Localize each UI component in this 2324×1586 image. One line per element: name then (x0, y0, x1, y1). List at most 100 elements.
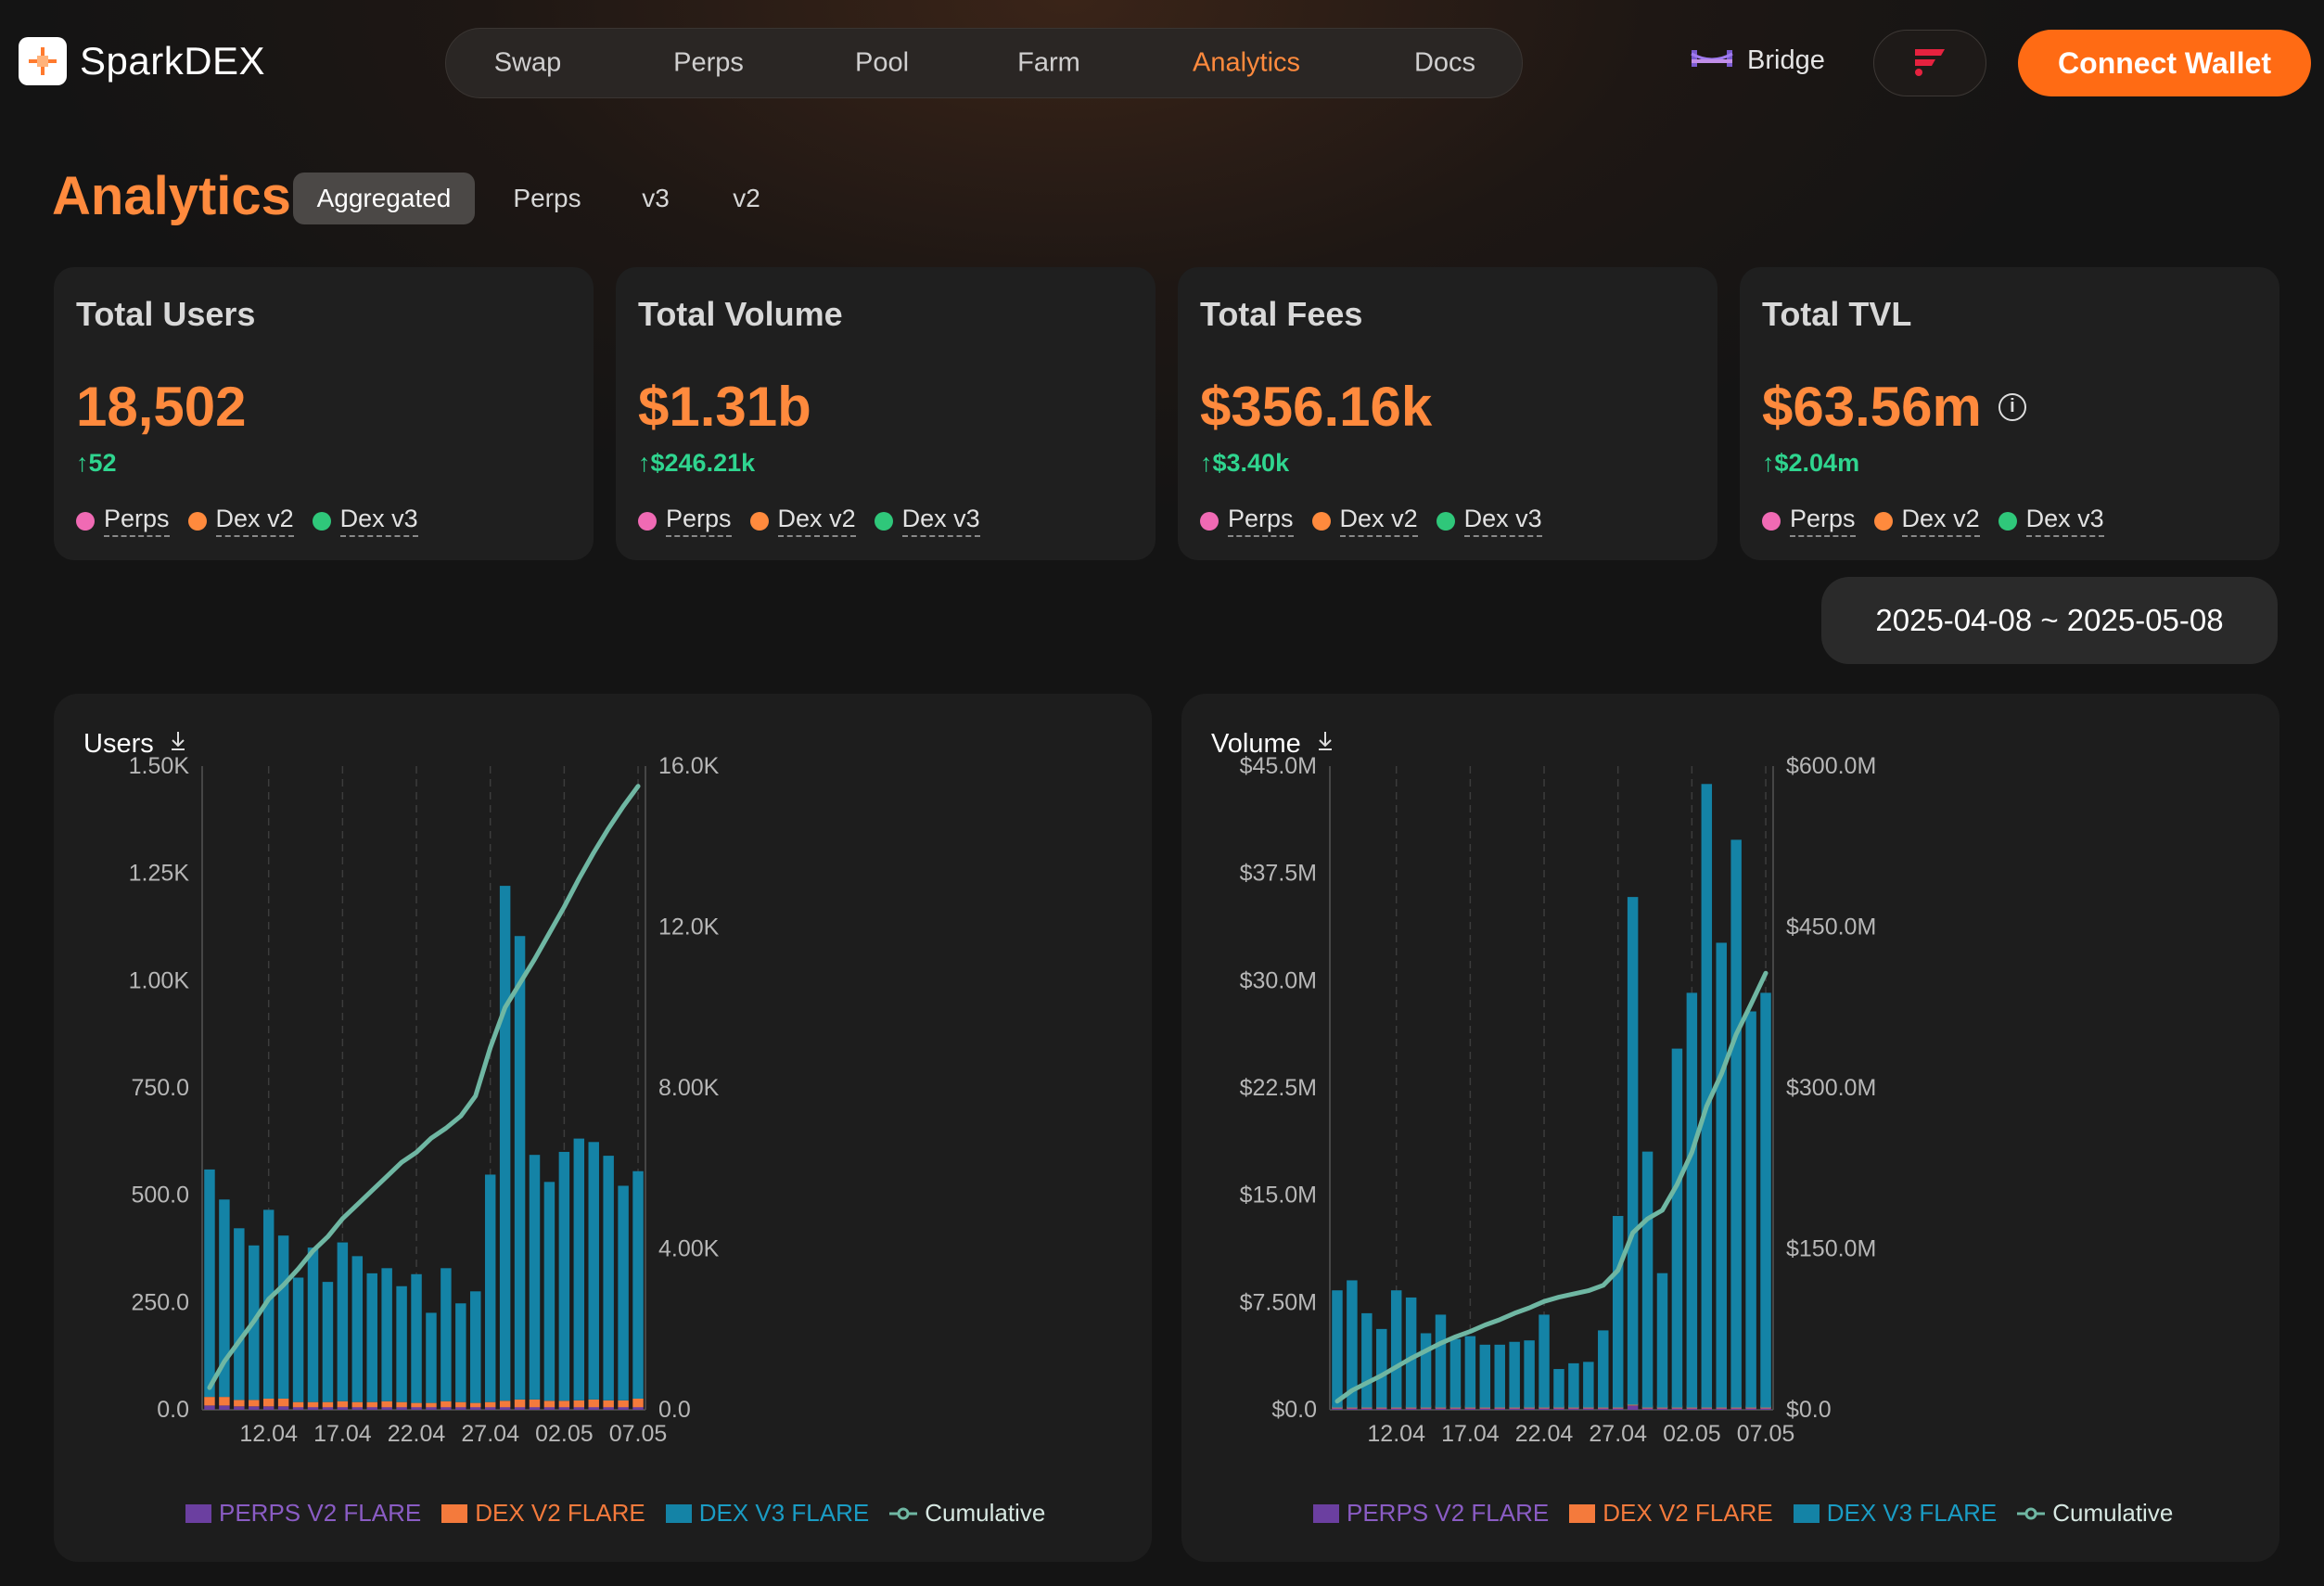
bar-perps-v2-flare (1598, 1407, 1609, 1410)
bar-dex-v3-flare (1449, 1338, 1462, 1408)
bar-dex-v3-flare (381, 1268, 392, 1401)
legend-dex-v2-flare[interactable]: DEX V2 FLARE (441, 1499, 645, 1528)
bar-dex-v3-flare (1716, 942, 1727, 1408)
tab-v2[interactable]: v2 (733, 184, 760, 212)
legend-dex-v3[interactable]: Dex v3 (901, 505, 980, 537)
legend-cumulative[interactable]: Cumulative (889, 1499, 1045, 1528)
tab-perps[interactable]: Perps (513, 184, 581, 212)
bar-dex-v3-flare (1598, 1330, 1609, 1408)
network-button[interactable] (1873, 30, 1986, 96)
legend-perps-v2-flare[interactable]: PERPS V2 FLARE (1313, 1499, 1549, 1528)
bar-dex-v3-flare (234, 1228, 245, 1401)
nav-perps[interactable]: Perps (673, 47, 744, 78)
bar-dex-v3-flare (262, 1209, 275, 1399)
bar-perps-v2-flare (1612, 1407, 1624, 1410)
dex-v3-dot-icon (312, 511, 331, 531)
download-icon[interactable] (1316, 729, 1334, 760)
y-right-tick-label: 0.0 (658, 1397, 691, 1423)
logo[interactable]: SparkDEX (19, 37, 265, 85)
bar-dex-v3-flare (1671, 1048, 1683, 1408)
legend-dex-v3-flare[interactable]: DEX V3 FLARE (1793, 1499, 1997, 1528)
y-left-tick-label: 1.25K (129, 861, 190, 887)
logo-text: SparkDEX (80, 39, 266, 83)
legend-dex-v2[interactable]: Dex v2 (777, 505, 856, 537)
y-right-tick-label: 16.0K (658, 753, 720, 779)
bar-dex-v3-flare (1568, 1362, 1579, 1408)
bar-dex-v3-flare (618, 1185, 629, 1401)
bar-dex-v2-flare (322, 1401, 334, 1408)
bar-perps-v2-flare (381, 1407, 392, 1410)
card-value: $63.56m i (1762, 375, 2026, 439)
bar-perps-v2-flare (411, 1407, 422, 1410)
bar-dex-v2-flare (307, 1401, 319, 1408)
bridge-link[interactable]: Bridge (1690, 45, 1825, 76)
connect-wallet-button[interactable]: Connect Wallet (2018, 30, 2311, 96)
nav-swap[interactable]: Swap (493, 47, 562, 78)
legend-perps[interactable]: Perps (104, 505, 170, 537)
nav-pool[interactable]: Pool (854, 47, 910, 78)
legend-perps[interactable]: Perps (1790, 505, 1856, 537)
bar-perps-v2-flare (1376, 1407, 1387, 1410)
users-chart-panel: Users 0.0 250.0 500.0 750.0 1.00K 1.25K 1.50K 0… (54, 694, 1152, 1562)
legend-dex-v3[interactable]: Dex v3 (2025, 505, 2104, 537)
legend-perps[interactable]: Perps (666, 505, 732, 537)
bridge-icon (1690, 45, 1734, 76)
bridge-label: Bridge (1747, 45, 1825, 75)
bar-dex-v3-flare (558, 1151, 570, 1401)
y-left-tick-label: 1.00K (129, 967, 190, 993)
chart-legend: PERPS V2 FLARE DEX V2 FLARE DEX V3 FLARE… (185, 1499, 1045, 1528)
bar-dex-v2-flare (499, 1401, 511, 1408)
legend-dex-v3-flare[interactable]: DEX V3 FLARE (665, 1499, 869, 1528)
bar-perps-v2-flare (1479, 1407, 1491, 1410)
tab-aggregated[interactable]: Aggregated (293, 173, 475, 224)
legend-perps[interactable]: Perps (1228, 505, 1294, 537)
card-legend: Perps Dex v2 Dex v3 (638, 505, 990, 537)
bar-perps-v2-flare (588, 1407, 599, 1410)
bar-dex-v2-flare (219, 1397, 230, 1406)
y-left-tick-label: $0.0 (1271, 1397, 1317, 1423)
bar-perps-v2-flare (543, 1407, 555, 1410)
card-title: Total Users (76, 295, 256, 333)
legend-dex-v2-flare[interactable]: DEX V2 FLARE (1569, 1499, 1773, 1528)
date-range-picker[interactable]: 2025-04-08 ~ 2025-05-08 (1821, 577, 2278, 664)
bar-dex-v3-flare (455, 1303, 466, 1402)
bar-dex-v2-flare (588, 1399, 599, 1408)
nav-farm[interactable]: Farm (1017, 47, 1080, 78)
bar-perps-v2-flare (1568, 1407, 1579, 1410)
bar-dex-v3-flare (1612, 1216, 1624, 1408)
bar-perps-v2-flare (1361, 1407, 1373, 1410)
bar-perps-v2-flare (618, 1407, 629, 1410)
tab-v3[interactable]: v3 (642, 184, 670, 212)
bar-dex-v3-flare (396, 1285, 407, 1402)
bar-dex-v3-flare (1420, 1333, 1432, 1408)
bar-dex-v2-flare (543, 1401, 555, 1408)
nav-docs[interactable]: Docs (1413, 47, 1476, 78)
nav-analytics[interactable]: Analytics (1192, 47, 1301, 78)
y-right-tick-label: 4.00K (658, 1236, 720, 1262)
bar-dex-v3-flare (219, 1199, 230, 1398)
bar-dex-v3-flare (1361, 1312, 1373, 1408)
legend-perps-v2-flare[interactable]: PERPS V2 FLARE (185, 1499, 421, 1528)
bar-dex-v2-flare (249, 1400, 260, 1407)
bar-perps-v2-flare (249, 1406, 260, 1410)
info-icon[interactable]: i (1998, 392, 2026, 421)
perps-dot-icon (1200, 511, 1219, 531)
legend-dex-v2[interactable]: Dex v2 (215, 505, 294, 537)
legend-cumulative[interactable]: Cumulative (2017, 1499, 2173, 1528)
legend-dex-v3[interactable]: Dex v3 (1463, 505, 1542, 537)
bar-dex-v3-flare (1435, 1314, 1447, 1408)
bar-perps-v2-flare (441, 1407, 452, 1410)
legend-dex-v3[interactable]: Dex v3 (339, 505, 418, 537)
bar-perps-v2-flare (1332, 1407, 1343, 1410)
bar-dex-v2-flare (441, 1401, 452, 1408)
x-tick-label: 07.05 (1737, 1421, 1795, 1447)
bar-perps-v2-flare (603, 1407, 614, 1410)
bar-dex-v2-flare (426, 1402, 437, 1408)
legend-dex-v2[interactable]: Dex v2 (1339, 505, 1418, 537)
bar-perps-v2-flare (262, 1406, 275, 1410)
download-icon[interactable] (169, 729, 187, 760)
bar-dex-v3-flare (1405, 1297, 1417, 1408)
bar-dex-v2-flare (603, 1400, 614, 1408)
bar-perps-v2-flare (1671, 1407, 1683, 1410)
legend-dex-v2[interactable]: Dex v2 (1901, 505, 1980, 537)
